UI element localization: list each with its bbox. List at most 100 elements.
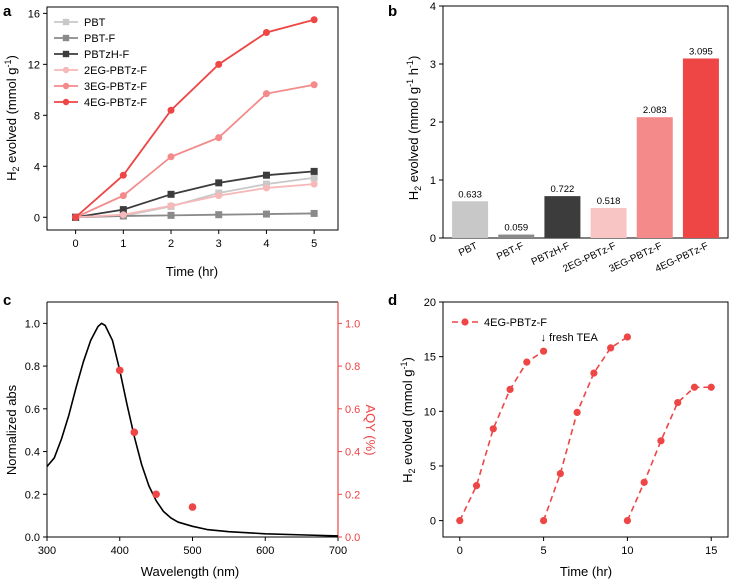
panel-c-aqy-point [130, 428, 139, 437]
panel-d-legend-label: 4EG-PBTz-F [484, 317, 547, 329]
panel-b-bar-value-label: 0.059 [504, 223, 528, 234]
panel-a-data-point [262, 180, 270, 188]
panel-letter-d: d [388, 292, 397, 309]
panel-d-data-point [472, 482, 481, 490]
panel-b-ytick-label: 0 [430, 233, 436, 245]
panel-a-data-point [167, 106, 175, 114]
panel-c-ytick-label-right: 0.2 [345, 489, 360, 501]
panel-c-xtick-label: 700 [329, 545, 347, 557]
panel-a-ytick-label: 0 [34, 212, 40, 224]
panel-d-data-point [506, 385, 514, 394]
panel-a-data-point [262, 210, 270, 218]
panel-d-data-point [489, 425, 497, 433]
panel-b-category-label: PBT-F [495, 241, 525, 263]
panel-d-data-point [523, 358, 531, 366]
panel-a-ytick-label: 12 [28, 59, 40, 71]
panel-a-data-point [72, 213, 80, 221]
panel-a-data-point [215, 192, 223, 200]
panel-d-ytick-label: 5 [430, 461, 436, 473]
panel-b-category-label: PBT [457, 241, 479, 259]
panel-b-bar [544, 196, 581, 238]
panel-b-bar-value-label: 3.095 [689, 46, 713, 57]
panel-c-ylabel-left: Normalized abs [4, 384, 19, 475]
panel-d-data-point [657, 437, 665, 445]
panel-b-bar-value-label: 2.083 [643, 105, 667, 116]
panel-b-bar [636, 117, 673, 238]
panel-a-data-point [167, 202, 175, 210]
panel-a-ylabel: H2 evolved (mmol g-1) [3, 55, 21, 181]
panel-d-plot-frame [442, 301, 729, 538]
panel-d-xtick-label: 15 [705, 545, 717, 557]
panel-c-aqy-point [115, 366, 124, 375]
panel-a-data-point [119, 211, 127, 219]
panel-d-data-point [539, 347, 548, 355]
panel-a-series-line [75, 170, 315, 219]
panel-d-data-point [623, 333, 632, 341]
panel-letter-a: a [3, 3, 12, 20]
panel-a-data-point [262, 171, 270, 179]
panel-a-data-point [310, 16, 318, 24]
panel-c-ytick-label-right: 0.0 [345, 532, 360, 544]
panel-a-data-point [215, 211, 223, 219]
panel-a-series-line [75, 83, 315, 219]
panel-c-aqy-point [152, 490, 160, 499]
panel-d-xtick-label: 0 [457, 545, 463, 557]
panel-b-bar [452, 201, 489, 238]
panel-a-series-line [75, 183, 315, 219]
panel-a-data-point [310, 180, 318, 188]
panel-d-data-point [573, 408, 581, 416]
panel-b-ytick-label: 4 [430, 1, 436, 13]
panel-d-data-point [456, 517, 464, 525]
panel-c-absorbance-curve [46, 322, 339, 537]
panel-a-data-point [310, 167, 318, 175]
panel-c-ytick-label-left: 0.0 [25, 532, 40, 544]
panel-c-xlabel: Wavelength (nm) [141, 564, 240, 579]
panel-a-series-line [75, 18, 315, 218]
panel-a-legend-marker [62, 34, 70, 42]
panel-d-data-point [623, 517, 632, 525]
panel-d-cycle-line [626, 386, 712, 521]
panel-b-bar [682, 58, 719, 238]
panel-d-data-point [607, 344, 615, 352]
panel-d-fresh-tea-annotation: ↓ fresh TEA [541, 332, 599, 344]
panel-a-data-point [215, 60, 223, 68]
panel-a-data-point [119, 206, 127, 214]
panel-d-cycle-line [459, 350, 545, 521]
panel-a-legend-label: PBTzH-F [84, 49, 130, 61]
panel-a-ytick-label: 16 [28, 8, 40, 20]
panel-c-ytick-label-left: 0.2 [25, 489, 40, 501]
panel-c-xtick-label: 500 [183, 545, 201, 557]
panel-a-data-point [262, 90, 270, 98]
panel-b-bar [498, 234, 535, 238]
panel-b-ytick-label: 1 [430, 175, 436, 187]
panel-c-ytick-label-left: 0.4 [25, 447, 40, 459]
panel-a-legend-label: 4EG-PBTz-F [84, 97, 147, 109]
panel-a-xtick-label: 1 [120, 238, 126, 250]
panel-a-xtick-label: 3 [216, 238, 222, 250]
panel-a-legend-marker [62, 98, 70, 106]
panel-c-ytick-label-right: 0.6 [345, 404, 360, 416]
panel-d-data-point [640, 478, 648, 486]
panel-a-legend-label: PBT-F [84, 33, 115, 45]
panel-a-xtick-label: 5 [311, 238, 317, 250]
panel-a-legend-marker [62, 82, 70, 90]
panel-b-ytick-label: 2 [430, 117, 436, 129]
panel-a-ytick-label: 8 [34, 110, 40, 122]
panel-a-legend-marker [62, 18, 70, 26]
panel-a-legend-label: PBT [84, 17, 106, 29]
panel-a-data-point [310, 81, 318, 89]
chart-marks-layer: 0 1 2 3 4 50481216PBTPBT-FPBTzH-F2EG-PBTz-F3E… [25, 1, 729, 557]
panel-a-data-point [167, 153, 175, 161]
panel-a-data-point [119, 192, 127, 200]
panel-a-xtick-label: 0 [73, 238, 79, 250]
panel-c-ylabel-right: AQY (%) [363, 404, 378, 455]
panel-d-ytick-label: 10 [424, 406, 436, 418]
panel-b-bar-value-label: 0.722 [551, 184, 575, 195]
panel-a-data-point [262, 28, 270, 36]
panel-a-data-point [167, 190, 175, 198]
panel-d-data-point [590, 369, 598, 377]
panel-a-data-point [262, 184, 270, 192]
panel-letter-c: c [3, 292, 11, 309]
panel-a-data-point [167, 211, 175, 219]
panel-a-legend-label: 3EG-PBTz-F [84, 81, 147, 93]
